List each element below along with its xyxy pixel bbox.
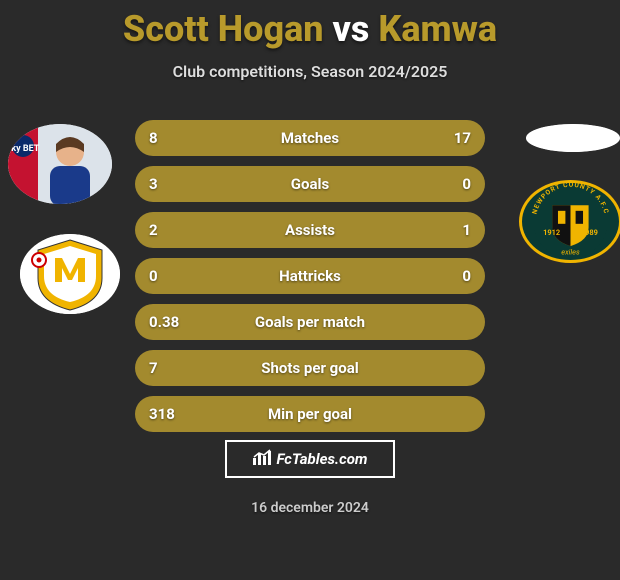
player-right-avatar (526, 124, 620, 152)
stat-row: 0Hattricks0 (135, 258, 485, 294)
stat-value-right: 0 (462, 267, 471, 285)
svg-text:1989: 1989 (581, 228, 598, 237)
stat-value-left: 0 (149, 267, 158, 285)
stat-label: Goals per match (135, 313, 485, 331)
stat-label: Assists (135, 221, 485, 239)
stat-value-left: 7 (149, 359, 158, 377)
chart-icon (252, 448, 272, 470)
title-vs: vs (333, 8, 370, 50)
subtitle: Club competitions, Season 2024/2025 (0, 62, 620, 81)
stat-value-left: 8 (149, 129, 158, 147)
stat-row: 3Goals0 (135, 166, 485, 202)
stat-row: 318Min per goal (135, 396, 485, 432)
stat-value-left: 0.38 (149, 313, 179, 331)
svg-text:1912: 1912 (543, 228, 560, 237)
stat-row: 0.38Goals per match (135, 304, 485, 340)
svg-text:exiles: exiles (561, 247, 580, 256)
stat-label: Shots per goal (135, 359, 485, 377)
stat-label: Hattricks (135, 267, 485, 285)
stat-value-right: 0 (462, 175, 471, 193)
footer-date: 16 december 2024 (0, 500, 620, 516)
brand-label: FcTables.com (276, 450, 367, 468)
stat-value-right: 1 (462, 221, 471, 239)
stat-label: Matches (135, 129, 485, 147)
svg-text:sky BET: sky BET (8, 144, 40, 154)
stat-label: Min per goal (135, 405, 485, 423)
stat-label: Goals (135, 175, 485, 193)
page-title: Scott Hogan vs Kamwa (0, 0, 620, 50)
title-player2: Kamwa (378, 8, 497, 50)
stat-value-left: 3 (149, 175, 158, 193)
stat-value-right: 17 (454, 129, 471, 147)
stat-row: 8Matches17 (135, 120, 485, 156)
stats-table: 8Matches173Goals02Assists10Hattricks00.3… (135, 120, 485, 442)
team-right-crest: NEWPORT COUNTY A.F.C 1912 1989 exiles (519, 180, 620, 263)
stat-value-left: 318 (149, 405, 175, 423)
team-left-crest (20, 234, 120, 314)
stat-row: 7Shots per goal (135, 350, 485, 386)
player-left-avatar: sky BET (8, 124, 112, 204)
title-player1: Scott Hogan (123, 8, 324, 50)
stat-row: 2Assists1 (135, 212, 485, 248)
stat-value-left: 2 (149, 221, 158, 239)
brand-badge[interactable]: FcTables.com (225, 440, 395, 478)
